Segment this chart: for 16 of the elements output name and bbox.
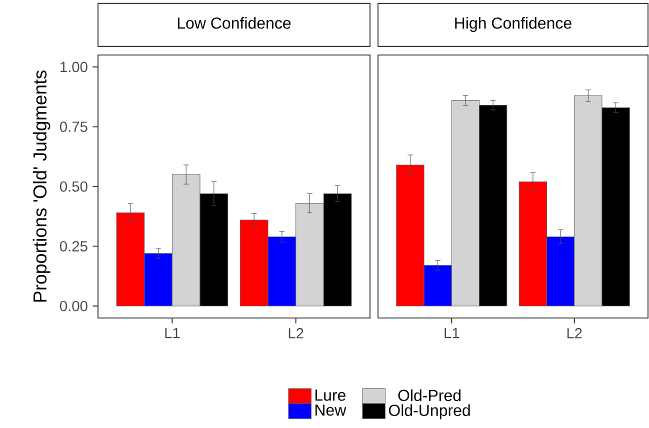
chart-title: High Confidence <box>455 17 572 32</box>
legend-label: Lure <box>316 390 346 401</box>
y-tick-label: 1.00 <box>60 62 88 72</box>
chart-title: Low Confidence <box>178 17 291 29</box>
x-tick-label: L2 <box>288 328 304 338</box>
y-axis-title: Proportions 'Old' Judgments <box>32 70 50 302</box>
legend-label: Old-Unpred <box>388 404 470 420</box>
y-tick-label: 0.50 <box>60 181 88 192</box>
legend-label: New <box>316 404 346 416</box>
legend-label: Old-Pred <box>398 389 460 402</box>
x-tick-label: L1 <box>165 328 180 338</box>
y-tick-label: 0.00 <box>60 300 88 312</box>
y-tick-label: 0.25 <box>60 241 88 252</box>
x-tick-label: L1 <box>444 328 460 338</box>
x-tick-label: L2 <box>567 328 582 338</box>
y-tick-label: 0.75 <box>60 122 88 132</box>
